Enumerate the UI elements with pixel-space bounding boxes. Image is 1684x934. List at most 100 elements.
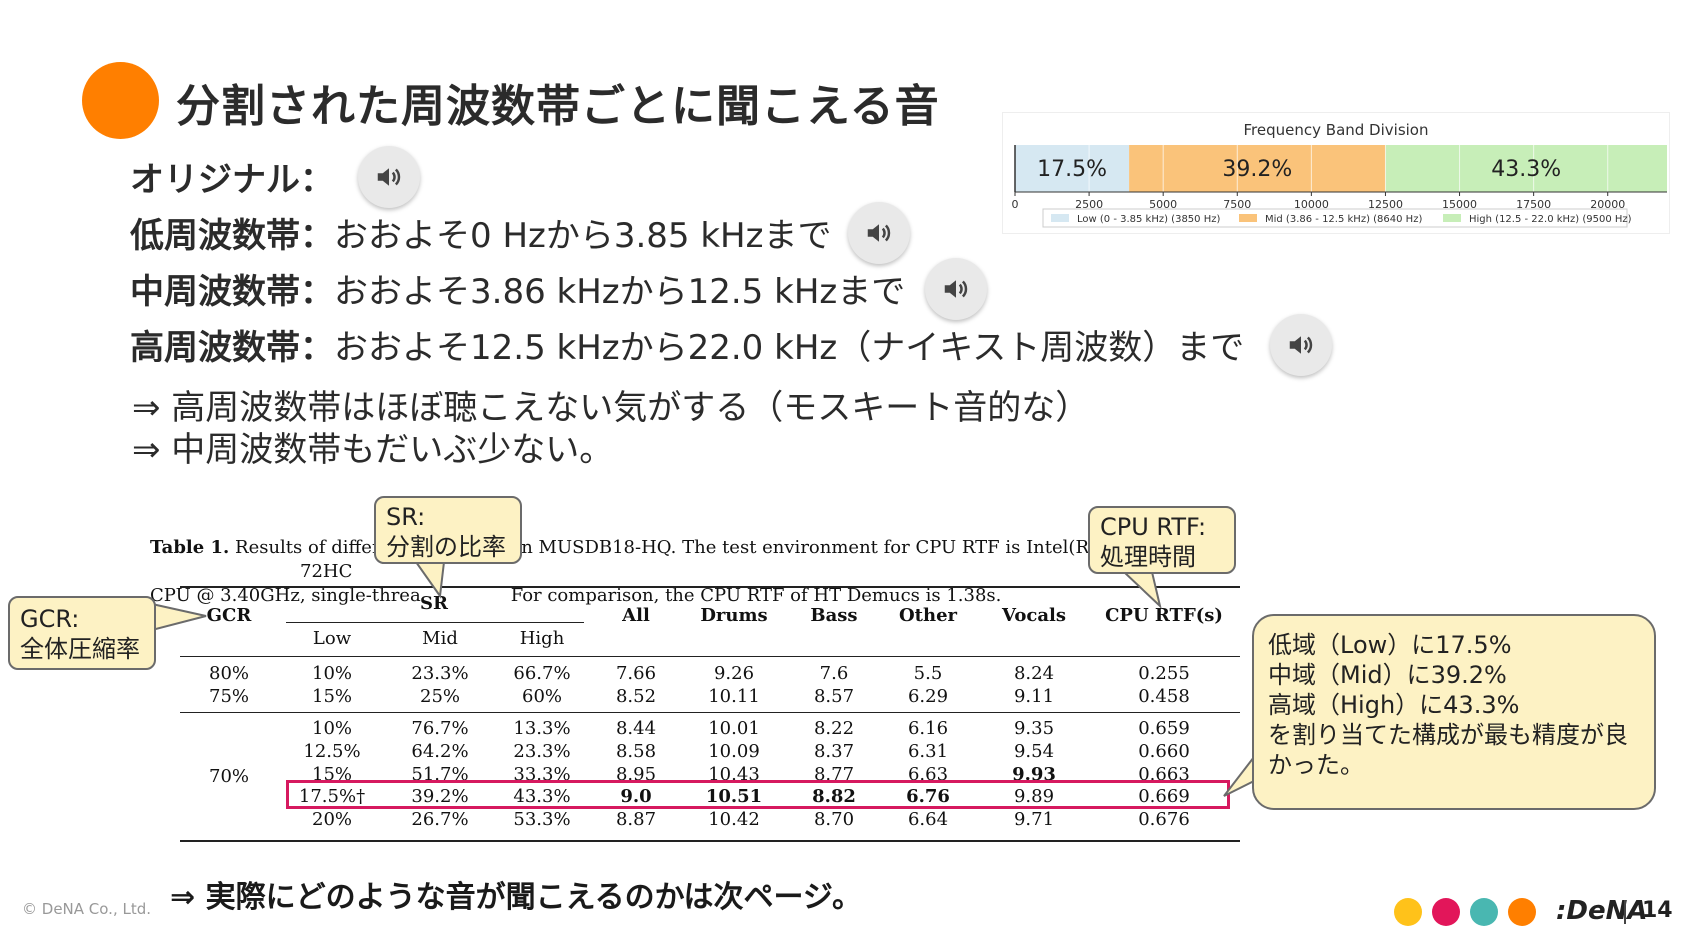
brand-dot	[1508, 898, 1536, 926]
caption-part: For comparison, the CPU RTF of HT Demucs…	[510, 585, 1002, 606]
table-cell: 9.89	[1013, 786, 1055, 807]
tick-label: 20000	[1590, 198, 1625, 211]
caption-part: n MUSDB18-HQ. The test environment for C…	[521, 537, 1137, 558]
table-cell: 23.3%	[411, 663, 469, 684]
table-group-rule	[180, 712, 1240, 713]
table-cell: 8.44	[615, 718, 657, 739]
header-sr: SR	[420, 593, 448, 614]
chart-title: Frequency Band Division	[1243, 121, 1429, 139]
table-cell: 6.29	[907, 686, 949, 707]
callout-line: 低域（Low）に17.5%	[1268, 631, 1512, 659]
table-cell: 64.2%	[411, 741, 469, 762]
caption-part: Results of differe	[235, 537, 392, 558]
table-cell: 5.5	[913, 663, 943, 684]
speaker-icon	[867, 224, 891, 242]
table-top-rule	[180, 586, 1240, 588]
table-cell: 15%	[311, 686, 353, 707]
table-cell: 9.93	[1012, 764, 1056, 785]
table-cell: 9.26	[713, 663, 755, 684]
tick-label: 7500	[1223, 198, 1251, 211]
sr-callout: SR: 分割の比率	[374, 496, 522, 564]
gcr-75: 75%	[208, 686, 250, 707]
line-text: おおよそ12.5 kHzから22.0 kHz（ナイキスト周波数）まで	[334, 328, 1245, 368]
callout-line: GCR:	[20, 605, 80, 633]
line-label: オリジナル：	[130, 160, 334, 200]
band-segment	[1385, 145, 1667, 192]
callout-line: かった。	[1268, 751, 1364, 779]
dena-logo: :DeNA	[1556, 896, 1648, 926]
table-cell: 8.24	[1013, 663, 1055, 684]
tick-label: 2500	[1075, 198, 1103, 211]
frequency-band-chart: Frequency Band Division 17.5% 39.2% 43.3% 0…	[1002, 112, 1670, 234]
table-cell: 6.76	[906, 786, 950, 807]
band-segment	[1129, 145, 1386, 192]
line-original: オリジナル：	[130, 152, 334, 201]
header-all: All	[622, 605, 650, 626]
line-label: 高周波数帯：	[130, 328, 334, 368]
legend-label: Mid (3.86 - 12.5 kHz) (8640 Hz)	[1265, 214, 1422, 225]
table-cell: 25%	[419, 686, 461, 707]
play-mid-band-button[interactable]	[925, 258, 987, 320]
gcr-callout-tail	[150, 602, 207, 632]
callout-line: 高域（High）に43.3%	[1268, 691, 1520, 719]
table-header-rule	[180, 656, 1240, 657]
callout-line: 全体圧縮率	[20, 635, 140, 663]
table-cell: 76.7%	[411, 718, 469, 739]
table-cell: 53.3%	[513, 809, 571, 830]
slide-title: 分割された周波数帯ごとに聞こえる音	[176, 81, 940, 132]
segment-label: 43.3%	[1491, 157, 1561, 182]
best-row-highlight	[286, 780, 1230, 809]
table-cell: 6.63	[907, 764, 949, 785]
header-vocals: Vocals	[1002, 605, 1066, 626]
brand-dot	[1470, 898, 1498, 926]
cpu-rtf-callout: CPU RTF: 処理時間	[1088, 506, 1236, 574]
tick-label: 17500	[1516, 198, 1551, 211]
play-original-button[interactable]	[358, 146, 420, 208]
table-cell: 0.458	[1138, 686, 1190, 707]
legend-label: Low (0 - 3.85 kHz) (3850 Hz)	[1077, 214, 1220, 225]
table-cell: 10.09	[708, 741, 760, 762]
copyright: © DeNA Co., Ltd.	[22, 900, 152, 918]
brand-dot	[1432, 898, 1460, 926]
table-cell: 7.6	[819, 663, 849, 684]
table-cell: 15%	[311, 764, 353, 785]
callout-line: 処理時間	[1100, 543, 1196, 571]
table-cell: 12.5%	[303, 741, 361, 762]
table-cell: 6.31	[907, 741, 949, 762]
segment-label: 39.2%	[1222, 157, 1292, 182]
segment-label: 17.5%	[1037, 157, 1107, 182]
title-dot	[82, 62, 159, 139]
table-bottom-rule	[180, 840, 1240, 842]
table-cell: 0.676	[1138, 809, 1190, 830]
table-cell: 23.3%	[513, 741, 571, 762]
table-sr-rule	[286, 622, 584, 623]
table-cell: 8.57	[813, 686, 855, 707]
table-cell: 10.11	[708, 686, 760, 707]
note-mid-band: ⇒ 中周波数帯もだいぶ少ない。	[132, 430, 614, 470]
play-low-band-button[interactable]	[848, 202, 910, 264]
line-high-band: 高周波数帯： おおよそ12.5 kHzから22.0 kHz（ナイキスト周波数）ま…	[130, 320, 1244, 369]
legend-swatch	[1239, 214, 1257, 222]
callout-line: CPU RTF:	[1100, 513, 1207, 541]
line-text: おおよそ0 Hzから3.85 kHzまで	[334, 216, 832, 256]
legend-label: High (12.5 - 22.0 kHz) (9500 Hz)	[1469, 214, 1632, 225]
legend-swatch	[1051, 214, 1069, 222]
line-label: 中周波数帯：	[130, 272, 334, 312]
table-cell: 8.77	[813, 764, 855, 785]
gcr-70: 70%	[208, 766, 250, 787]
gcr-80: 80%	[208, 663, 250, 684]
callout-line: 分割の比率	[386, 533, 506, 561]
table-cell: 9.54	[1013, 741, 1055, 762]
callout-line: を割り当てた構成が最も精度が良	[1268, 721, 1628, 749]
header-gcr: GCR	[206, 605, 252, 626]
gcr-callout: GCR: 全体圧縮率	[8, 596, 156, 670]
table-cell: 9.71	[1013, 809, 1055, 830]
table-cell: 0.660	[1138, 741, 1190, 762]
callout-line: 中域（Mid）に39.2%	[1268, 661, 1507, 689]
line-label: 低周波数帯：	[130, 216, 334, 256]
play-high-band-button[interactable]	[1270, 314, 1332, 376]
table-cell: 10.42	[708, 809, 760, 830]
table-cell: 0.255	[1138, 663, 1190, 684]
table-cell: 8.37	[813, 741, 855, 762]
table-cell: 9.35	[1013, 718, 1055, 739]
